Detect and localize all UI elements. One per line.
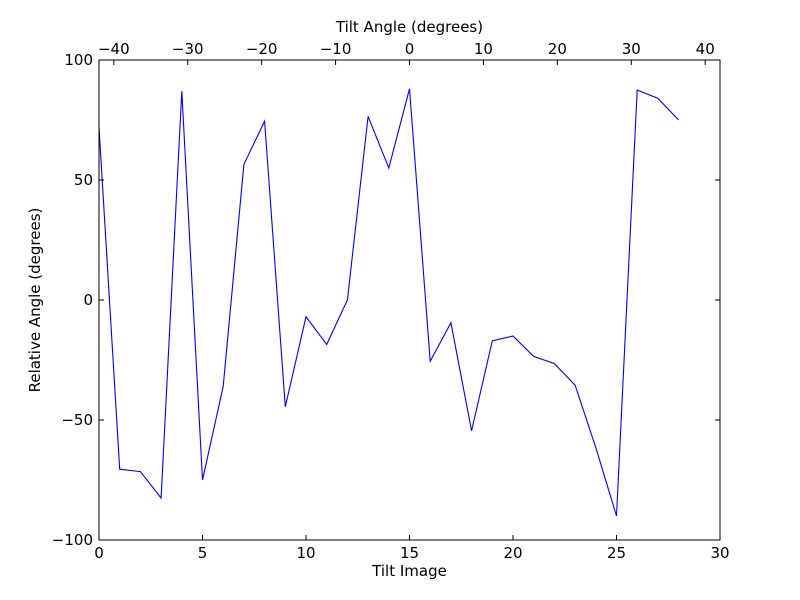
y-axis-title: Relative Angle (degrees) xyxy=(26,208,44,393)
plot-area xyxy=(98,88,679,517)
top-x-tick-label: 10 xyxy=(474,40,493,58)
y-tick-label: −50 xyxy=(61,411,93,429)
data-point xyxy=(347,300,348,301)
y-tick-label: 50 xyxy=(74,171,93,189)
data-point xyxy=(368,116,369,117)
data-point xyxy=(264,121,265,122)
data-point xyxy=(285,406,286,407)
top-x-axis-title: Tilt Angle (degrees) xyxy=(335,18,483,36)
data-point xyxy=(492,340,493,341)
top-x-tick-label: 40 xyxy=(696,40,715,58)
x-tick-label: 20 xyxy=(503,544,522,562)
data-point xyxy=(554,363,555,364)
data-point xyxy=(243,164,244,165)
data-point xyxy=(119,469,120,470)
data-point xyxy=(450,322,451,323)
plot-frame xyxy=(98,59,721,541)
top-x-tick-label: 20 xyxy=(548,40,567,58)
data-point xyxy=(595,447,596,448)
x-tick-label: 5 xyxy=(198,544,208,562)
data-point xyxy=(202,480,203,481)
data-point xyxy=(326,344,327,345)
x-tick-label: 10 xyxy=(296,544,315,562)
top-x-tick-label: −10 xyxy=(320,40,352,58)
data-point xyxy=(409,88,410,89)
top-x-tick-label: 0 xyxy=(405,40,415,58)
x-tick-label: 30 xyxy=(710,544,729,562)
data-point xyxy=(616,516,617,517)
x-tick-label: 15 xyxy=(400,544,419,562)
data-point xyxy=(637,90,638,91)
y-tick-label: −100 xyxy=(52,531,93,549)
data-point xyxy=(140,471,141,472)
data-point xyxy=(678,120,679,121)
data-point xyxy=(223,386,224,387)
data-point xyxy=(657,98,658,99)
data-point xyxy=(533,356,534,357)
y-tick-label: 100 xyxy=(64,51,93,69)
data-point xyxy=(181,91,182,92)
top-x-tick-label: −20 xyxy=(246,40,278,58)
data-point xyxy=(161,498,162,499)
data-point xyxy=(513,336,514,337)
data-point xyxy=(430,361,431,362)
data-point xyxy=(575,385,576,386)
x-axis-title: Tilt Image xyxy=(371,562,447,580)
x-tick-label: 25 xyxy=(607,544,626,562)
data-point xyxy=(306,316,307,317)
top-x-tick-label: 30 xyxy=(622,40,641,58)
series-line xyxy=(98,88,679,517)
data-point xyxy=(471,430,472,431)
x-tick-label: 0 xyxy=(94,544,104,562)
data-point xyxy=(388,168,389,169)
top-x-tick-label: −40 xyxy=(98,40,130,58)
top-x-tick-label: −30 xyxy=(172,40,204,58)
y-tick-label: 0 xyxy=(83,291,93,309)
